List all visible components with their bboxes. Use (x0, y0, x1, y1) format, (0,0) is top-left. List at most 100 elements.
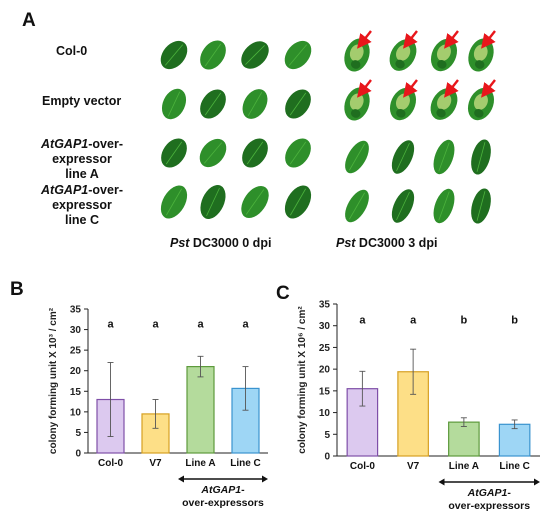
arrow-head-right (534, 478, 540, 486)
midrib (204, 92, 222, 116)
leaf (160, 40, 188, 70)
y-tick-label: 5 (324, 430, 330, 441)
y-axis-label: colony forming unit X 10⁶ / cm² (297, 306, 308, 454)
leaf (200, 89, 226, 119)
red-arrow (481, 79, 496, 98)
leaf (345, 140, 369, 174)
midrib (290, 188, 306, 216)
red-arrow (403, 79, 418, 98)
midrib (164, 44, 184, 66)
leaf (200, 185, 226, 219)
row-label-line: line A (65, 167, 99, 181)
leaf (391, 189, 415, 223)
leaf (471, 139, 491, 175)
midrib (165, 141, 183, 165)
infected-leaf (468, 38, 494, 72)
leaf (284, 185, 312, 219)
red-arrow (357, 79, 372, 98)
condition-label-3dpi: Pst DC3000 3 dpi (336, 236, 437, 250)
y-tick-label: 20 (319, 365, 331, 376)
bar (448, 421, 480, 457)
leaf (284, 40, 312, 70)
y-tick-label: 15 (70, 387, 82, 398)
gene-name: AtGAP1 (41, 183, 89, 197)
bar-chart-b: 0 5 10 15 20 25 30 35 colony forming unit X 10³ … (48, 305, 268, 509)
significance-letter: a (359, 315, 366, 327)
midrib (204, 43, 222, 67)
bar-chart-c: 0 5 10 15 20 25 30 35 colony forming unit X 10⁶ … (297, 300, 540, 512)
row-label-text: Col-0 (56, 44, 88, 58)
group-label-gene: AtGAP1- (200, 484, 245, 496)
category-label: Col-0 (350, 461, 375, 472)
leaf-edge (474, 108, 484, 118)
pathogen-name: Pst (170, 236, 190, 250)
infected-leaf (344, 87, 370, 121)
red-arrow (481, 30, 496, 49)
y-tick-label: 15 (319, 386, 331, 397)
midrib (167, 91, 181, 117)
y-tick-label: 5 (75, 428, 81, 439)
leaf (160, 185, 188, 219)
leaf (285, 89, 311, 119)
leaf (433, 188, 455, 224)
row-label-line-c: AtGAP1-over-expressor line C (12, 183, 152, 228)
midrib (245, 189, 265, 215)
row-label-empty-vector: Empty vector (42, 94, 121, 109)
y-tick-label: 30 (70, 325, 82, 336)
leaf (242, 138, 268, 168)
midrib (476, 142, 486, 172)
leaf (199, 138, 227, 168)
y-tick-label: 25 (70, 346, 82, 357)
arrow-head-left (178, 475, 184, 483)
y-tick-label: 10 (319, 408, 331, 419)
midrib (245, 45, 265, 65)
midrib (203, 142, 223, 164)
leaf (285, 138, 311, 168)
midrib (349, 143, 365, 171)
significance-letter: a (197, 319, 204, 331)
midrib (206, 187, 220, 217)
category-label: Col-0 (98, 458, 123, 469)
leaf (241, 41, 269, 69)
midrib (166, 188, 182, 216)
category-label: Line A (185, 458, 215, 469)
red-arrow (444, 79, 459, 98)
infected-leaf (389, 39, 417, 71)
midrib (289, 92, 307, 116)
leaf (391, 140, 415, 174)
arrow-head-left (438, 478, 445, 486)
red-arrow (444, 30, 459, 49)
category-label: Line C (230, 458, 261, 469)
y-tick-label: 25 (319, 343, 331, 354)
leaf (471, 188, 491, 224)
significance-letter: a (410, 315, 417, 327)
leaf-edge (436, 108, 446, 118)
significance-letter: a (242, 319, 249, 331)
category-label: V7 (149, 458, 162, 469)
midrib (438, 142, 450, 172)
y-tick-label: 0 (324, 452, 330, 463)
y-tick-label: 10 (70, 407, 82, 418)
bar (186, 365, 215, 454)
pathogen-name: Pst (336, 236, 356, 250)
row-label-text: -over-expressor (52, 183, 123, 212)
midrib (246, 141, 264, 165)
leaf (200, 40, 226, 70)
infected-leaf (389, 87, 417, 121)
panel-a-label: A (22, 10, 36, 31)
midrib (349, 192, 365, 220)
row-label-col0: Col-0 (56, 44, 87, 59)
leaf-edge (395, 59, 405, 69)
condition-text: DC3000 3 dpi (355, 236, 438, 250)
midrib (289, 141, 307, 165)
leaf (433, 139, 455, 175)
red-arrow (357, 30, 372, 49)
red-arrow (403, 30, 418, 49)
infected-leaf (344, 38, 370, 72)
arrow-head-right (262, 475, 268, 483)
row-label-text: -over-expressor (52, 137, 123, 166)
category-label: Line A (449, 461, 479, 472)
y-tick-label: 20 (70, 366, 82, 377)
leaf-edge (396, 108, 406, 118)
group-label-text: over-expressors (182, 497, 264, 509)
